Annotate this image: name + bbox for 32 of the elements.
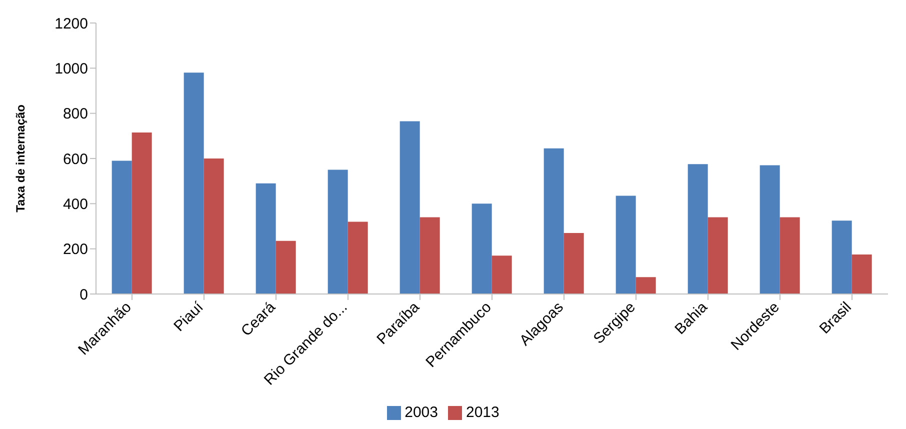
- y-tick-label: 400: [62, 196, 88, 213]
- y-tick-label: 200: [62, 241, 88, 258]
- bar: [184, 72, 204, 294]
- bar: [616, 196, 636, 294]
- bar: [276, 240, 296, 294]
- bar: [688, 164, 708, 294]
- bar: [328, 170, 348, 294]
- legend-label: 2013: [466, 404, 500, 421]
- bar: [852, 254, 872, 294]
- y-tick-label: 1200: [54, 15, 88, 32]
- bar: [112, 160, 132, 294]
- y-axis-title: Taxa de internação: [13, 104, 28, 212]
- y-tick-label: 600: [62, 150, 88, 168]
- bar: [472, 204, 492, 294]
- y-tick-label: 0: [80, 286, 88, 304]
- y-tick-label: 800: [62, 106, 88, 123]
- bar: [492, 256, 512, 294]
- y-tick-label: 1000: [54, 60, 88, 78]
- bar: [420, 217, 440, 294]
- bar: [544, 148, 564, 294]
- legend-label: 2003: [404, 404, 438, 421]
- bar: [132, 132, 152, 294]
- bar: [204, 158, 224, 294]
- bar: [708, 217, 728, 294]
- bar: [780, 217, 800, 294]
- bar: [564, 233, 584, 294]
- bar: [636, 277, 656, 294]
- bar: [256, 183, 276, 294]
- bar: [400, 121, 420, 294]
- bar: [348, 222, 368, 294]
- bar: [832, 220, 852, 294]
- bar: [760, 165, 780, 294]
